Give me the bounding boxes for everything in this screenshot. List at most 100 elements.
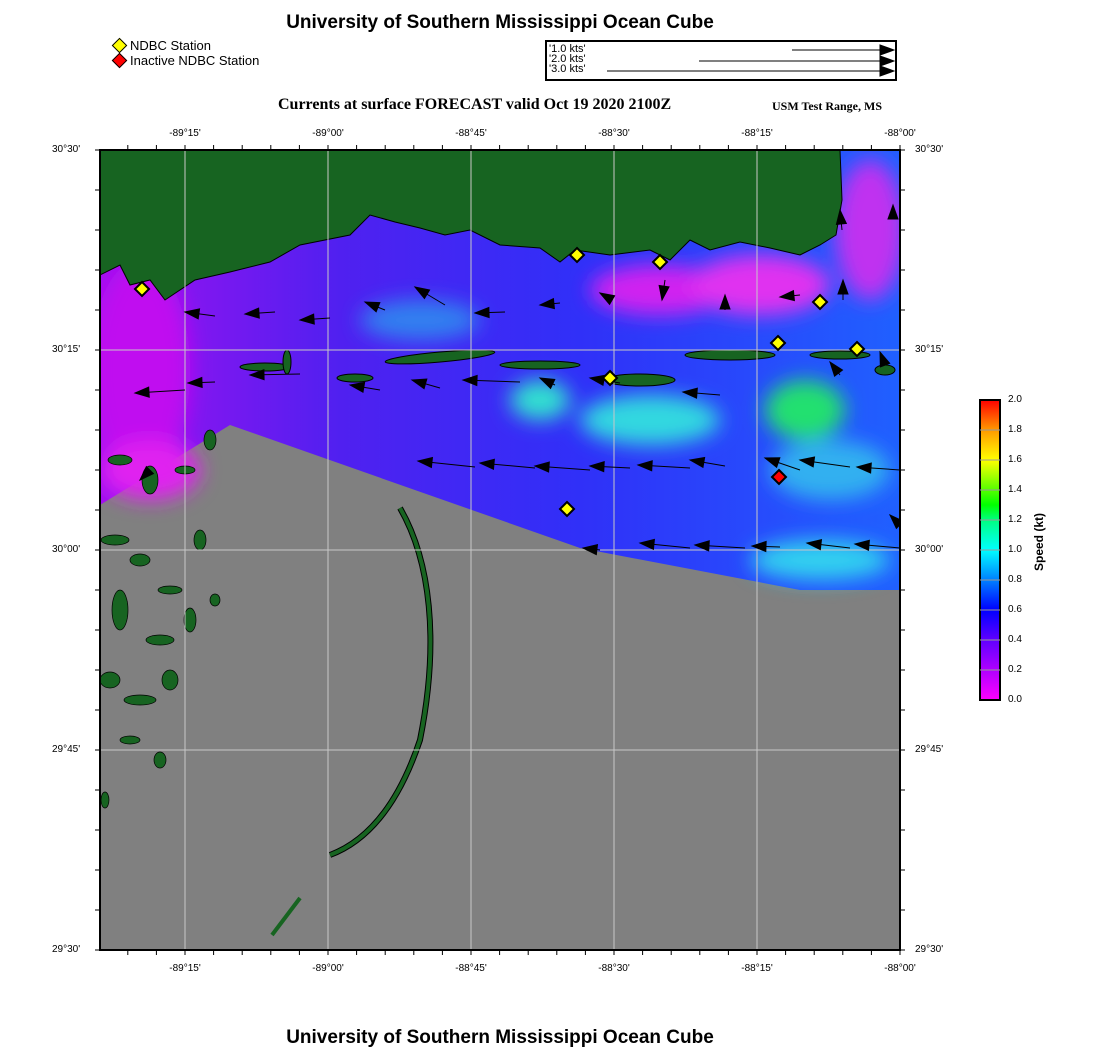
louisiana-marsh	[100, 429, 221, 809]
colorbar-tick-label: 0.4	[1008, 634, 1022, 645]
lat-tick-label: 30°30'	[915, 144, 944, 155]
marsh-island	[123, 694, 157, 706]
lon-tick-label: -88°00'	[884, 963, 916, 974]
vector-arrowhead	[533, 461, 550, 473]
vector-arrowhead	[243, 307, 260, 319]
marsh-island	[193, 529, 207, 551]
colorbar-tick-label: 0.2	[1008, 664, 1022, 675]
ndbc-station-marker[interactable]	[848, 340, 866, 358]
ndbc-station-marker[interactable]	[568, 246, 586, 264]
vector-arrowhead	[805, 539, 823, 551]
ndbc-station-marker[interactable]	[133, 280, 151, 298]
lon-tick-label: -89°00'	[312, 128, 344, 139]
colorbar-tick-label: 1.4	[1008, 484, 1022, 495]
vector-arrowhead	[829, 360, 844, 377]
map-title: Currents at surface FORECAST valid Oct 1…	[278, 96, 672, 113]
scale-1kt: '1.0 kts'	[549, 43, 586, 55]
vector-arrowhead	[750, 540, 767, 553]
legend-ndbc-station: NDBC Station	[111, 37, 259, 54]
vector-arrowhead	[298, 313, 315, 325]
colorbar-tick-label: 1.6	[1008, 454, 1022, 465]
vector-arrowhead	[410, 378, 428, 390]
marsh-island	[157, 585, 183, 595]
lon-tick-label: -88°00'	[884, 128, 916, 139]
lat-tick-label: 30°00'	[52, 544, 81, 555]
marsh-island	[100, 534, 130, 546]
colorbar-tick-label: 2.0	[1008, 394, 1022, 405]
vector-arrowhead	[835, 208, 848, 225]
vector-arrowhead	[778, 289, 795, 302]
marsh-island	[161, 669, 179, 691]
lat-tick-label: 29°30'	[915, 944, 944, 955]
ndbc-station-marker[interactable]	[601, 369, 619, 387]
vector-arrowhead	[658, 284, 670, 302]
lon-tick-label: -88°45'	[455, 128, 487, 139]
vector-arrowhead	[363, 301, 381, 313]
vector-arrowhead	[837, 278, 849, 295]
colorbar-tick-label: 0.0	[1008, 694, 1022, 705]
barrier-islands	[239, 349, 896, 387]
vector-arrowhead	[588, 461, 605, 473]
vector-arrowhead	[693, 540, 710, 552]
vector-arrowhead	[887, 203, 899, 220]
vector-arrowhead	[538, 297, 555, 310]
lon-tick-label: -88°15'	[741, 963, 773, 974]
marsh-island	[153, 751, 167, 769]
vector-arrowhead	[688, 456, 706, 469]
lon-tick-label: -88°30'	[598, 128, 630, 139]
vector-arrowhead	[183, 308, 201, 320]
vector-arrowhead	[133, 386, 150, 398]
footer-title: University of Southern Mississippi Ocean…	[286, 1027, 714, 1048]
vector-arrowhead	[248, 369, 265, 381]
vector-arrowhead	[588, 374, 606, 387]
ndbc-station-marker[interactable]	[769, 334, 787, 352]
station-legend: NDBC Station Inactive NDBC Station	[111, 37, 260, 69]
vector-arrowhead	[798, 456, 816, 468]
vector-arrowhead	[638, 538, 655, 551]
marsh-island	[129, 553, 151, 567]
current-vectors	[133, 203, 900, 556]
page-title: University of Southern Mississippi Ocean…	[286, 12, 714, 33]
vector-arrowhead	[581, 544, 599, 556]
inactive-ndbc-station-marker[interactable]	[770, 468, 788, 486]
lat-tick-label: 29°45'	[52, 744, 81, 755]
vector-arrowhead	[636, 460, 653, 472]
vector-arrowhead	[538, 377, 556, 390]
vector-arrowhead	[855, 462, 872, 474]
scale-3kt: '3.0 kts'	[549, 63, 586, 75]
ndbc-station-marker[interactable]	[558, 500, 576, 518]
ndbc-station-marker[interactable]	[811, 293, 829, 311]
marsh-island	[100, 671, 121, 689]
vector-arrowhead	[719, 293, 731, 310]
vector-arrowhead	[348, 381, 366, 394]
vector-arrowhead	[879, 350, 891, 368]
lat-tick-label: 30°15'	[52, 344, 81, 355]
colorbar-tick-label: 0.6	[1008, 604, 1022, 615]
lon-tick-label: -89°00'	[312, 963, 344, 974]
legend-label: NDBC Station	[130, 38, 211, 53]
vector-arrowhead	[598, 292, 616, 306]
lon-tick-label: -88°45'	[455, 963, 487, 974]
lat-tick-label: 29°45'	[915, 744, 944, 755]
vector-arrowhead	[138, 465, 155, 482]
vector-arrowhead	[478, 458, 495, 470]
scale-arrows	[607, 44, 895, 77]
vector-arrowhead	[681, 387, 698, 399]
water-area	[100, 150, 900, 590]
colorbar-tick-label: 1.2	[1008, 514, 1022, 525]
marsh-island	[100, 791, 110, 809]
marsh-island	[107, 454, 133, 466]
lon-tick-label: -88°30'	[598, 963, 630, 974]
breton-island	[270, 896, 302, 937]
vector-arrowhead	[473, 306, 490, 319]
ndbc-station-marker[interactable]	[651, 253, 669, 271]
colorbar-label: Speed (kt)	[1032, 513, 1046, 572]
lat-tick-label: 30°00'	[915, 544, 944, 555]
colorbar-tick-label: 1.0	[1008, 544, 1022, 555]
lon-tick-label: -89°15'	[169, 128, 201, 139]
legend-label: Inactive NDBC Station	[130, 53, 260, 68]
lon-tick-label: -88°15'	[741, 128, 773, 139]
stations[interactable]	[133, 246, 866, 518]
lat-tick-label: 30°30'	[52, 144, 81, 155]
